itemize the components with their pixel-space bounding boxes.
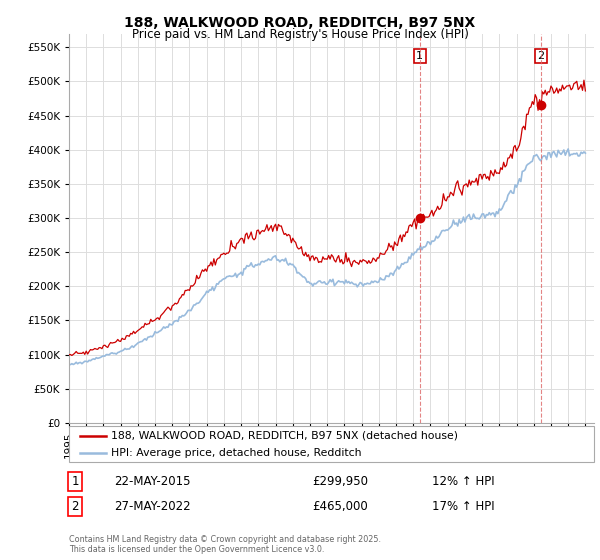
- Text: 22-MAY-2015: 22-MAY-2015: [114, 475, 191, 488]
- Text: 1: 1: [71, 475, 79, 488]
- Text: £299,950: £299,950: [312, 475, 368, 488]
- Text: £465,000: £465,000: [312, 500, 368, 514]
- Text: 17% ↑ HPI: 17% ↑ HPI: [432, 500, 494, 514]
- Text: 27-MAY-2022: 27-MAY-2022: [114, 500, 191, 514]
- Text: 188, WALKWOOD ROAD, REDDITCH, B97 5NX: 188, WALKWOOD ROAD, REDDITCH, B97 5NX: [124, 16, 476, 30]
- Text: 12% ↑ HPI: 12% ↑ HPI: [432, 475, 494, 488]
- Text: Price paid vs. HM Land Registry's House Price Index (HPI): Price paid vs. HM Land Registry's House …: [131, 28, 469, 41]
- Text: 2: 2: [537, 51, 544, 61]
- Text: 188, WALKWOOD ROAD, REDDITCH, B97 5NX (detached house): 188, WALKWOOD ROAD, REDDITCH, B97 5NX (d…: [111, 431, 458, 441]
- Text: Contains HM Land Registry data © Crown copyright and database right 2025.
This d: Contains HM Land Registry data © Crown c…: [69, 535, 381, 554]
- Text: 2: 2: [71, 500, 79, 514]
- FancyBboxPatch shape: [69, 426, 594, 462]
- Text: HPI: Average price, detached house, Redditch: HPI: Average price, detached house, Redd…: [111, 448, 361, 458]
- Text: 1: 1: [416, 51, 424, 61]
